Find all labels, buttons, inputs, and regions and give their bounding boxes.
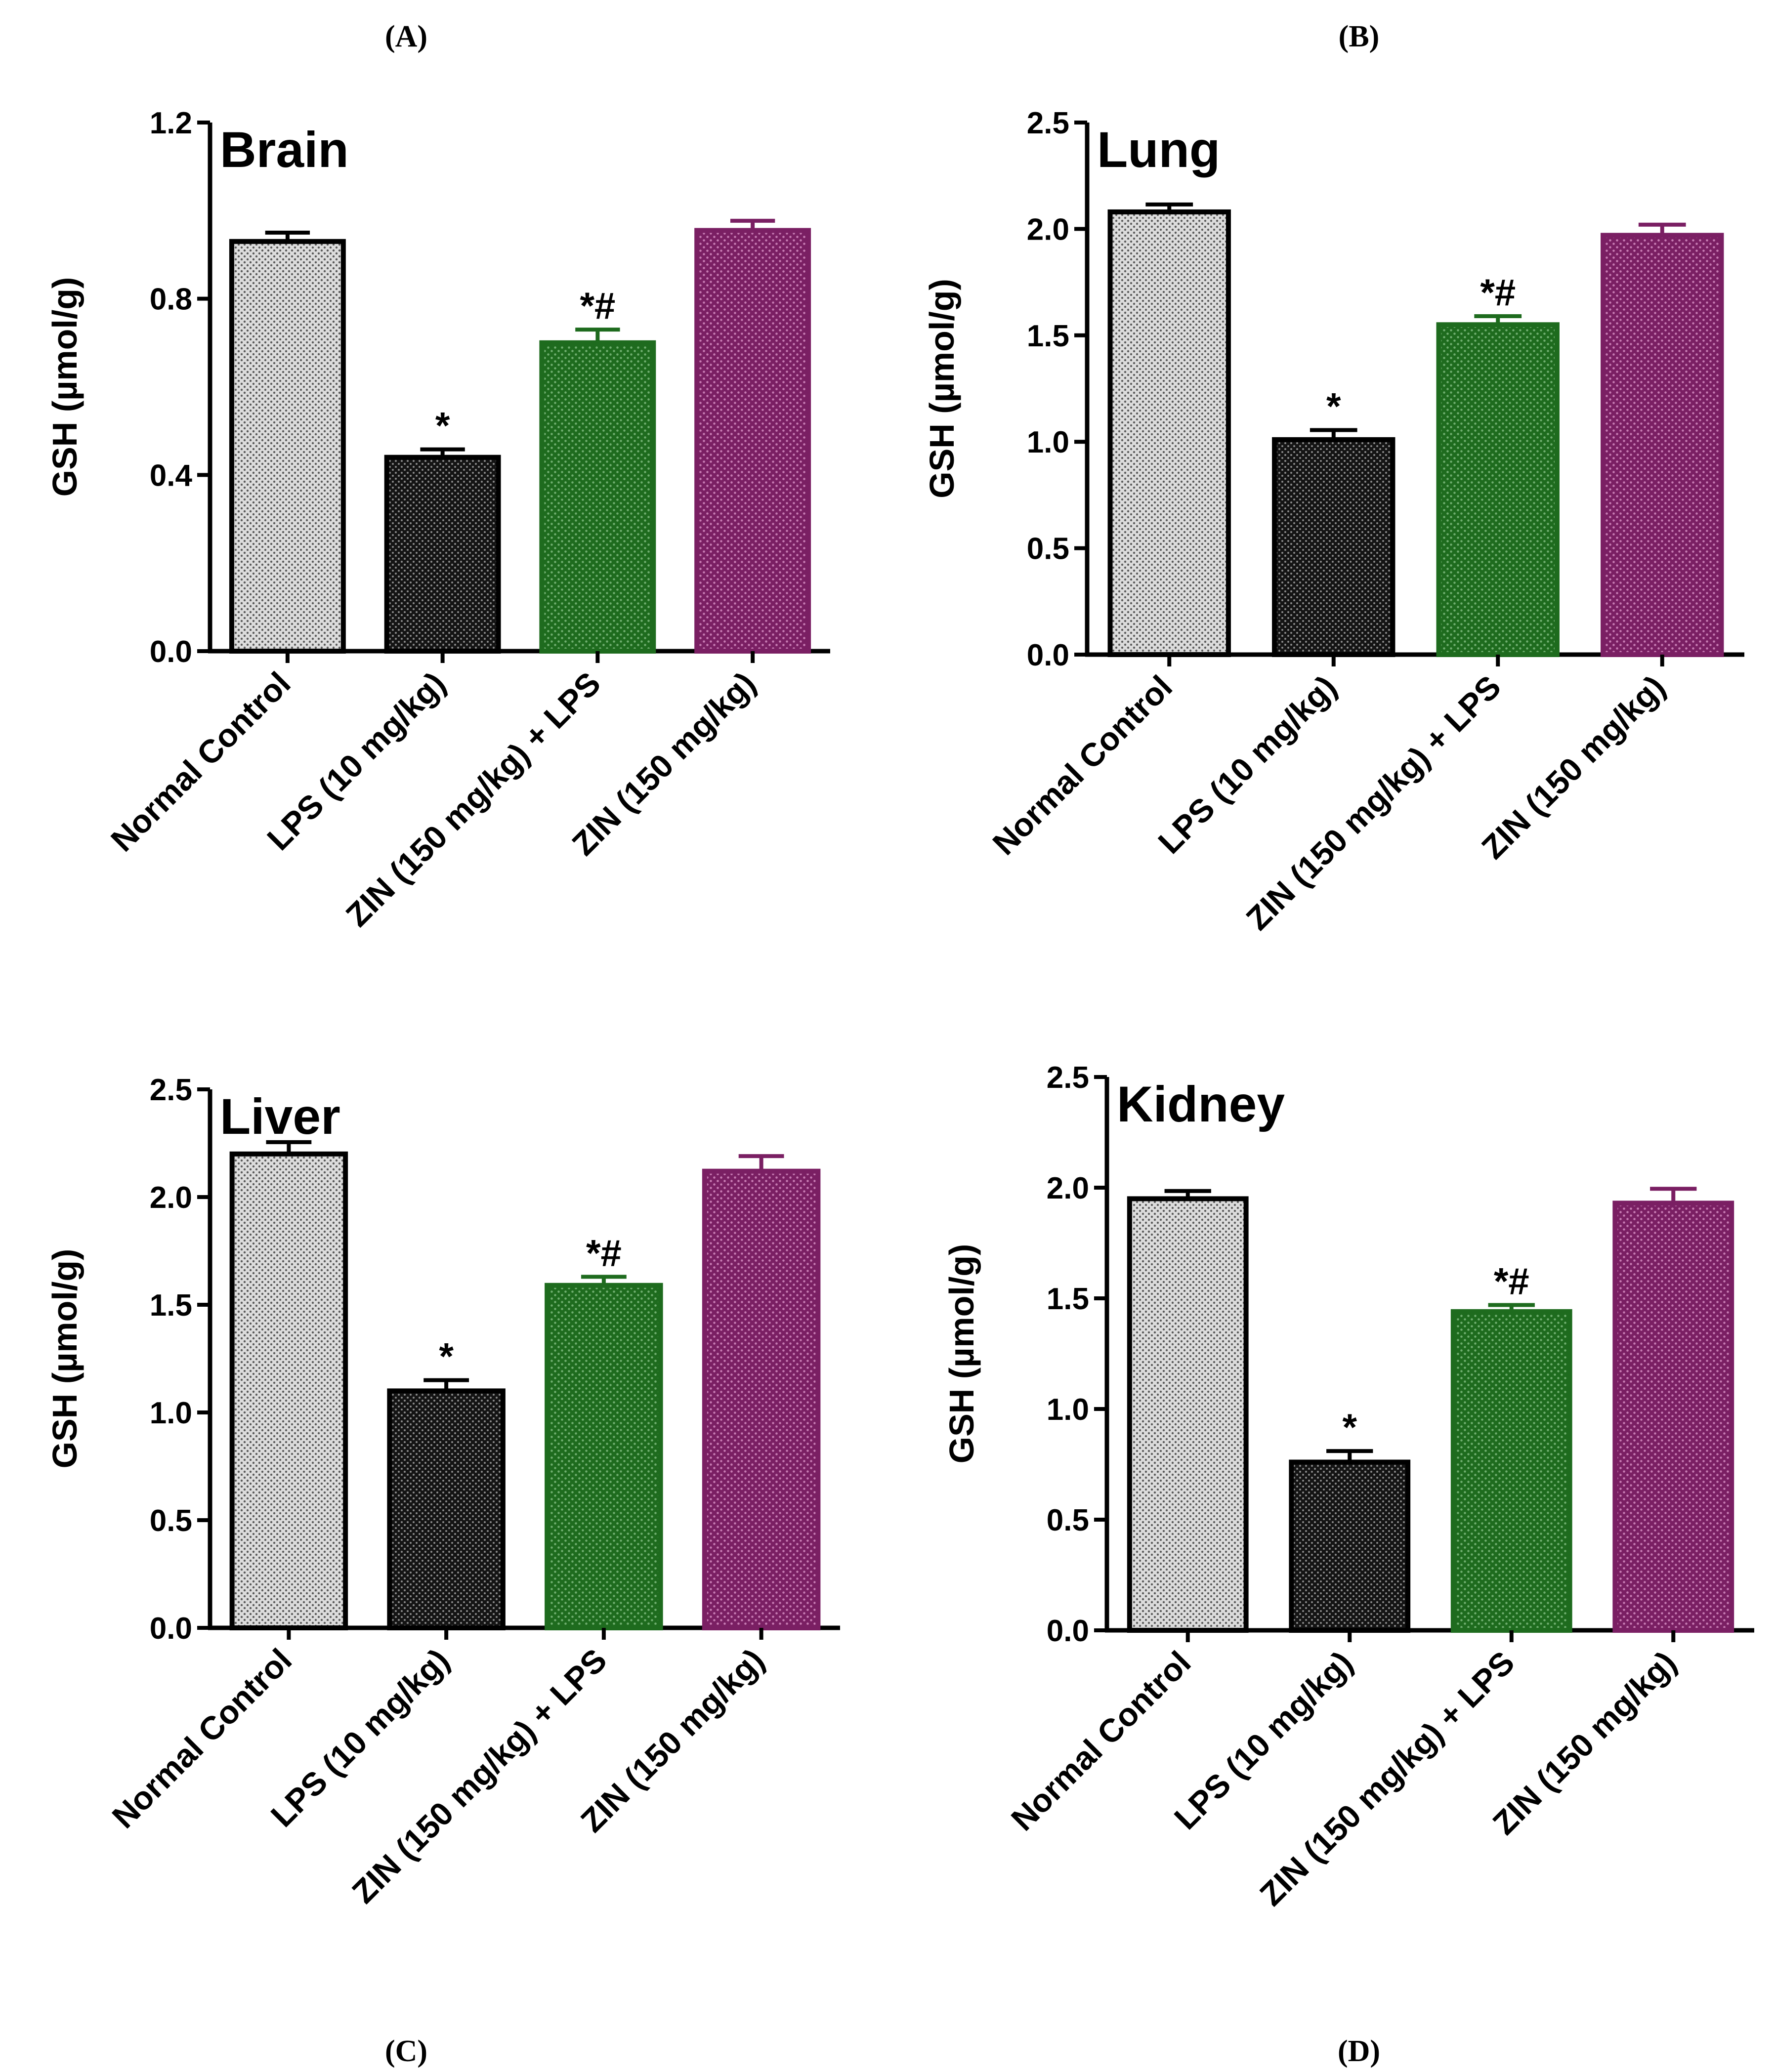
bar-zin-lps <box>1436 322 1560 657</box>
significance-label-lps: * <box>435 405 450 447</box>
chart-lung: 0.0 0.5 1.0 1.5 2.0 2.5 GSH (µmol/g) Lung Normal… <box>923 106 1744 937</box>
bar-zin-lps <box>1450 1309 1572 1633</box>
bar-lps <box>387 1388 506 1630</box>
panel-label-d: (D) <box>1338 2034 1380 2068</box>
y-axis-label: GSH (µmol/g) <box>45 277 84 497</box>
y-tick-label: 2.0 <box>150 1181 192 1215</box>
y-tick-label: 2.0 <box>1047 1171 1089 1205</box>
y-tick-label: 1.2 <box>150 106 192 140</box>
bar-lps <box>1272 437 1395 658</box>
bar-zin-lps <box>539 340 656 654</box>
significance-label-lps: * <box>439 1336 454 1378</box>
y-tick-label: 2.5 <box>150 1073 192 1107</box>
y-tick-label: 0.8 <box>150 283 192 317</box>
bar-normal-control <box>1127 1196 1249 1633</box>
chart-title: Brain <box>220 122 349 178</box>
bar-lps <box>1289 1459 1411 1633</box>
y-axis-label: GSH (µmol/g) <box>942 1244 981 1464</box>
bar-normal-control <box>229 239 346 654</box>
category-label-zin-lps: ZIN (150 mg/kg) + LPS <box>345 1642 614 1910</box>
y-tick-label: 0.5 <box>1027 532 1069 566</box>
panel-label-c: (C) <box>385 2034 427 2068</box>
bar-zin <box>1612 1201 1734 1633</box>
category-label-lps: LPS (10 mg/kg) <box>1167 1644 1359 1836</box>
significance-label-lps: * <box>1326 386 1341 428</box>
significance-label-zin-lps: *# <box>1480 272 1516 314</box>
y-tick-label: 0.5 <box>1047 1503 1089 1537</box>
y-tick-label: 1.0 <box>1027 425 1069 459</box>
y-axis-label: GSH (µmol/g) <box>45 1249 84 1469</box>
y-tick-label: 2.5 <box>1047 1061 1089 1095</box>
y-tick-label: 1.0 <box>1047 1393 1089 1427</box>
y-tick-label: 0.0 <box>1047 1614 1089 1648</box>
y-tick-label: 0.5 <box>150 1504 192 1538</box>
bar-zin-lps <box>545 1283 663 1630</box>
category-label-zin-lps: ZIN (150 mg/kg) + LPS <box>339 665 608 934</box>
y-tick-label: 2.0 <box>1027 212 1069 247</box>
y-tick-label: 1.5 <box>150 1288 192 1323</box>
chart-title: Lung <box>1097 122 1220 178</box>
category-label-zin: ZIN (150 mg/kg) <box>1475 668 1672 866</box>
bar-lps <box>384 455 501 654</box>
y-tick-label: 0.0 <box>150 1612 192 1646</box>
bar-zin <box>1601 233 1724 658</box>
significance-label-lps: * <box>1342 1407 1357 1449</box>
bar-normal-control <box>229 1151 348 1631</box>
y-axis-label: GSH (µmol/g) <box>923 279 961 498</box>
y-tick-label: 2.5 <box>1027 106 1069 140</box>
category-label-lps: LPS (10 mg/kg) <box>1151 668 1343 861</box>
panel-d: (D) 0.0 0.5 1.0 1.5 2.0 2.5 GSH (µmol/g) Kidney… <box>942 1061 1754 2068</box>
y-tick-label: 1.5 <box>1027 319 1069 353</box>
significance-label-zin-lps: *# <box>586 1232 622 1274</box>
y-tick-label: 0.4 <box>150 458 193 493</box>
chart-title: Kidney <box>1117 1076 1285 1132</box>
bar-zin <box>694 228 811 654</box>
significance-label-zin-lps: *# <box>1494 1260 1529 1302</box>
significance-label-zin-lps: *# <box>580 285 615 327</box>
y-tick-label: 0.0 <box>150 635 192 669</box>
bar-zin <box>702 1168 821 1630</box>
chart-title: Liver <box>220 1088 340 1145</box>
y-tick-label: 1.5 <box>1047 1282 1089 1316</box>
bar-normal-control <box>1107 209 1231 658</box>
panel-b: (B) 0.0 0.5 1.0 1.5 2.0 2.5 GSH (µmol/g) Lung No… <box>923 20 1744 937</box>
panel-label-a: (A) <box>385 20 427 53</box>
panel-label-b: (B) <box>1339 20 1380 53</box>
category-label-normal-control: Normal Control <box>985 668 1179 862</box>
y-tick-label: 0.0 <box>1027 638 1069 672</box>
y-tick-label: 1.0 <box>150 1396 192 1430</box>
